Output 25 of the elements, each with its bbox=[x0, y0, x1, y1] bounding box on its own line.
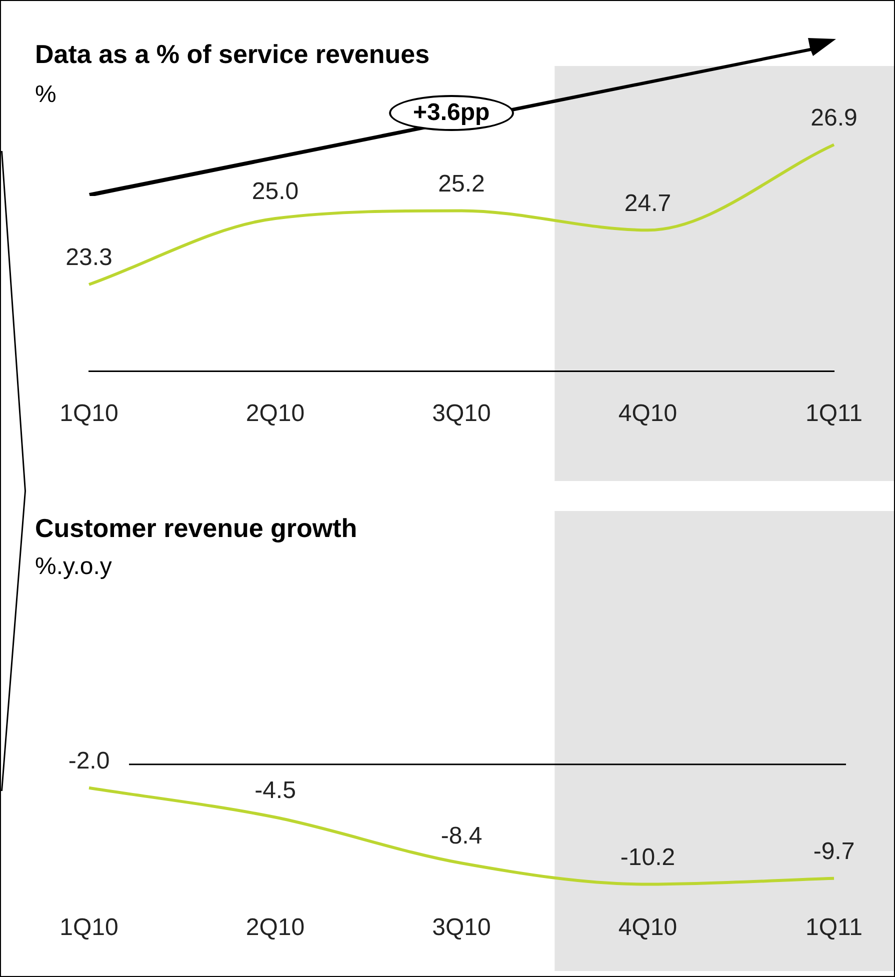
data-label: -4.5 bbox=[254, 776, 296, 804]
data-label: -2.0 bbox=[68, 748, 110, 775]
data-label: -9.7 bbox=[813, 838, 855, 866]
x-tick-label: 1Q11 bbox=[806, 914, 862, 942]
data-label: 24.7 bbox=[624, 190, 672, 217]
chart-title: Customer revenue growth bbox=[35, 513, 358, 544]
data-label: -10.2 bbox=[620, 844, 676, 871]
chart-subtitle: % bbox=[35, 81, 56, 109]
data-label: 25.2 bbox=[438, 170, 485, 198]
x-tick-label: 4Q10 bbox=[618, 400, 678, 428]
data-label: 25.0 bbox=[252, 178, 299, 206]
x-tick-label: 1Q10 bbox=[60, 914, 118, 942]
x-tick-label: 1Q10 bbox=[60, 400, 118, 428]
data-label: 26.9 bbox=[810, 104, 858, 132]
chart-title: Data as a % of service revenues bbox=[35, 39, 430, 70]
x-tick-label: 1Q11 bbox=[806, 400, 862, 428]
chart-subtitle: %.y.o.y bbox=[35, 553, 112, 581]
x-tick-label: 2Q10 bbox=[246, 400, 305, 428]
data-label: -8.4 bbox=[440, 822, 482, 850]
x-tick-label: 3Q10 bbox=[432, 914, 491, 942]
x-tick-label: 4Q10 bbox=[618, 914, 678, 942]
x-tick-label: 2Q10 bbox=[246, 914, 305, 942]
text: +3.6pp bbox=[389, 95, 514, 131]
data-label: 23.3 bbox=[66, 244, 112, 272]
x-tick-label: 3Q10 bbox=[432, 400, 491, 428]
